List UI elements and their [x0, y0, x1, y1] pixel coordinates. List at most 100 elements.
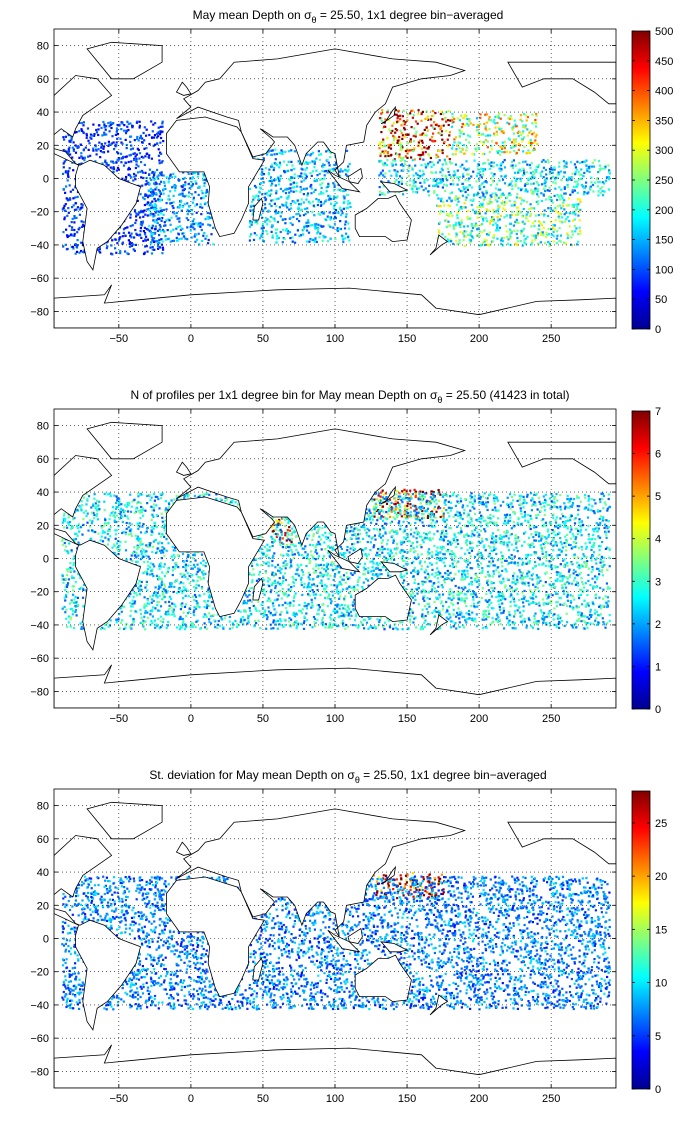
- data-cell: [403, 491, 406, 494]
- data-cell: [396, 497, 400, 500]
- data-cell: [529, 492, 533, 495]
- data-cell: [461, 570, 464, 573]
- data-cell: [348, 162, 351, 166]
- data-cell: [160, 161, 163, 164]
- data-cell: [79, 207, 83, 210]
- data-cell: [63, 605, 66, 608]
- data-cell: [459, 190, 462, 193]
- data-cell: [347, 222, 350, 225]
- data-cell: [440, 614, 443, 617]
- data-cell: [530, 591, 533, 594]
- data-cell: [601, 167, 604, 170]
- data-cell: [267, 209, 270, 212]
- data-cell: [578, 173, 581, 176]
- data-cell: [311, 211, 314, 214]
- data-cell: [186, 578, 189, 581]
- data-cell: [500, 130, 503, 133]
- data-cell: [199, 225, 202, 228]
- data-cell: [349, 202, 352, 205]
- data-cell: [161, 125, 164, 128]
- data-cell: [559, 575, 562, 578]
- data-cell: [126, 120, 129, 123]
- data-cell: [522, 150, 525, 153]
- data-cell: [328, 211, 331, 214]
- data-cell: [303, 172, 306, 175]
- data-cell: [467, 177, 470, 180]
- data-cell: [458, 135, 461, 138]
- data-cell: [536, 187, 539, 190]
- data-cell: [478, 186, 481, 189]
- data-cell: [417, 177, 420, 180]
- data-cell: [387, 146, 390, 149]
- data-cell: [136, 535, 139, 538]
- data-cell: [172, 172, 175, 175]
- data-cell: [196, 238, 199, 241]
- data-cell: [281, 218, 284, 221]
- data-cell: [307, 221, 310, 224]
- data-cell: [326, 240, 330, 243]
- data-cell: [448, 134, 451, 137]
- data-cell: [393, 138, 396, 142]
- data-cell: [559, 204, 562, 207]
- data-cell: [284, 607, 288, 610]
- data-cell: [87, 495, 91, 498]
- data-cell: [136, 544, 139, 547]
- data-cell: [327, 198, 331, 201]
- data-cell: [578, 226, 581, 229]
- data-cell: [345, 539, 348, 542]
- data-cell: [272, 168, 275, 172]
- data-cell: [303, 586, 306, 589]
- data-cell: [169, 202, 172, 205]
- data-cell: [401, 158, 404, 161]
- data-cell: [585, 181, 588, 184]
- data-cell: [159, 565, 162, 568]
- data-cell: [162, 617, 165, 620]
- data-cell: [181, 232, 184, 235]
- data-cell: [129, 153, 132, 156]
- data-cell: [156, 132, 159, 135]
- data-cell: [477, 133, 480, 136]
- panel-title: May mean Depth on σθ = 25.50, 1x1 degree…: [193, 8, 504, 25]
- data-cell: [377, 509, 380, 512]
- data-cell: [488, 163, 491, 166]
- data-cell: [463, 600, 466, 603]
- data-cell: [456, 243, 459, 246]
- data-cell: [395, 153, 398, 156]
- data-cell: [511, 141, 514, 144]
- data-cell: [396, 170, 399, 173]
- data-cell: [310, 192, 313, 195]
- data-cell: [460, 207, 463, 210]
- data-cell: [540, 611, 543, 614]
- data-cell: [445, 130, 448, 133]
- data-cell: [135, 157, 138, 160]
- data-cell: [171, 573, 174, 577]
- data-cell: [531, 578, 534, 581]
- data-cell: [457, 141, 460, 144]
- data-cell: [163, 585, 166, 588]
- data-cell: [438, 593, 441, 596]
- data-cell: [291, 164, 294, 167]
- data-cell: [442, 507, 446, 510]
- data-cell: [522, 167, 525, 170]
- data-cell: [151, 224, 154, 227]
- data-cell: [482, 193, 485, 196]
- data-cell: [509, 237, 512, 240]
- data-cell: [510, 543, 513, 546]
- data-cell: [380, 180, 383, 183]
- data-cell: [444, 235, 447, 239]
- data-cell: [166, 229, 169, 232]
- data-cell: [201, 192, 204, 195]
- data-cell: [156, 175, 159, 178]
- data-cell: [514, 123, 517, 126]
- data-cell: [77, 523, 81, 526]
- data-cell: [496, 164, 499, 167]
- data-cell: [547, 615, 550, 618]
- data-cell: [551, 171, 554, 174]
- data-cell: [551, 209, 554, 212]
- data-cell: [577, 233, 580, 236]
- data-cell: [527, 521, 530, 524]
- data-cell: [191, 177, 194, 180]
- data-cell: [297, 212, 300, 215]
- data-cell: [270, 179, 273, 182]
- data-cell: [414, 132, 417, 135]
